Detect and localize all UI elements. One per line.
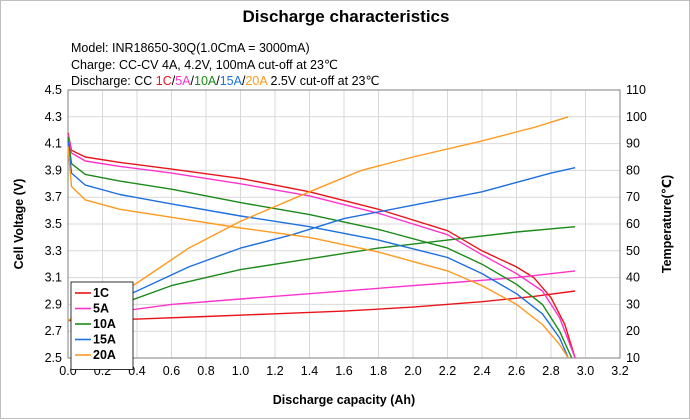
note-discharge-rates: 1C/5A/10A/15A/20A bbox=[156, 74, 267, 88]
x-tick-label: 3.0 bbox=[577, 364, 594, 378]
x-tick-label: 2.6 bbox=[508, 364, 525, 378]
x-tick-label: 1.6 bbox=[335, 364, 352, 378]
legend-label-10a: 10A bbox=[93, 317, 116, 331]
series-voltage-line-1c bbox=[67, 132, 576, 359]
x-tick-label: 0.8 bbox=[197, 364, 214, 378]
y-tick-label: 2.5 bbox=[45, 351, 62, 365]
note-discharge-suffix: 2.5V cut-off at 23℃ bbox=[267, 74, 380, 88]
rate-separator: / bbox=[190, 74, 194, 88]
series-voltage-line-15a bbox=[67, 140, 569, 359]
y-axis-title: Cell Voltage (V) bbox=[12, 179, 26, 270]
y2-tick-label: 90 bbox=[626, 137, 640, 151]
rate-label-20a: 20A bbox=[245, 74, 268, 88]
y2-tick-label: 60 bbox=[626, 217, 640, 231]
x-tick-label: 2.4 bbox=[473, 364, 490, 378]
x-tick-label: 2.2 bbox=[439, 364, 456, 378]
y-tick-label: 3.3 bbox=[45, 244, 62, 258]
plot-frame bbox=[67, 89, 621, 359]
legend-label-5a: 5A bbox=[93, 302, 109, 316]
rate-separator: / bbox=[216, 74, 220, 88]
rate-separator: / bbox=[241, 74, 246, 88]
y2-tick-label: 100 bbox=[626, 110, 647, 124]
x-tick-label: 1.8 bbox=[370, 364, 387, 378]
y-tick-label: 4.5 bbox=[45, 83, 62, 97]
x-tick-label: 2.0 bbox=[404, 364, 421, 378]
legend-label-15a: 15A bbox=[93, 333, 116, 347]
y2-tick-label: 70 bbox=[626, 190, 640, 204]
x-tick-label: 1.0 bbox=[232, 364, 249, 378]
rate-label-1c: 1C bbox=[155, 74, 172, 88]
note-discharge: Discharge: CC 1C/5A/10A/15A/20A 2.5V cut… bbox=[71, 73, 380, 88]
y-tick-label: 3.5 bbox=[45, 217, 62, 231]
y2-tick-label: 80 bbox=[626, 163, 640, 177]
y2-tick-label: 50 bbox=[626, 244, 640, 258]
y-tick-label: 4.3 bbox=[45, 110, 62, 124]
y2-tick-label: 110 bbox=[626, 83, 646, 97]
y2-axis-title: Temperature(℃) bbox=[660, 175, 674, 273]
legend-label-20a: 20A bbox=[93, 348, 116, 362]
note-charge: Charge: CC-CV 4A, 4.2V, 100mA cut-off at… bbox=[71, 58, 338, 72]
series-voltage-line-5a bbox=[67, 134, 576, 359]
series-temperature-line-15a bbox=[67, 167, 576, 322]
y-tick-label: 3.1 bbox=[45, 271, 62, 285]
x-tick-label: 2.8 bbox=[542, 364, 559, 378]
rate-label-15a: 15A bbox=[219, 74, 242, 88]
rate-label-10a: 10A bbox=[194, 74, 217, 88]
y-tick-label: 3.9 bbox=[45, 163, 62, 177]
y2-tick-label: 10 bbox=[626, 351, 640, 365]
series-voltage-line-10a bbox=[67, 136, 573, 359]
series-temperature-line-1c bbox=[67, 290, 576, 322]
y-tick-label: 2.7 bbox=[45, 324, 62, 338]
legend-label-1c: 1C bbox=[93, 286, 109, 300]
y2-tick-label: 40 bbox=[626, 271, 640, 285]
note-model: Model: INR18650-30Q(1.0CmA = 3000mA) bbox=[71, 41, 310, 55]
y-tick-label: 2.9 bbox=[45, 297, 62, 311]
rate-label-5a: 5A bbox=[175, 74, 191, 88]
series-voltage-line-20a bbox=[67, 146, 569, 359]
x-axis-title: Discharge capacity (Ah) bbox=[273, 393, 415, 407]
series-temperature-line-10a bbox=[67, 226, 576, 322]
rate-separator: / bbox=[171, 74, 176, 88]
x-tick-label: 0.6 bbox=[163, 364, 180, 378]
note-discharge-prefix: Discharge: CC bbox=[71, 74, 156, 88]
x-tick-label: 3.2 bbox=[611, 364, 628, 378]
x-tick-label: 1.2 bbox=[266, 364, 283, 378]
y-tick-label: 3.7 bbox=[45, 190, 62, 204]
y-tick-label: 4.1 bbox=[45, 137, 62, 151]
x-tick-label: 1.4 bbox=[301, 364, 318, 378]
chart-title: Discharge characteristics bbox=[242, 7, 450, 26]
y2-tick-label: 20 bbox=[626, 324, 640, 338]
y2-tick-label: 30 bbox=[626, 297, 640, 311]
series-temperature-line-20a bbox=[67, 116, 569, 322]
